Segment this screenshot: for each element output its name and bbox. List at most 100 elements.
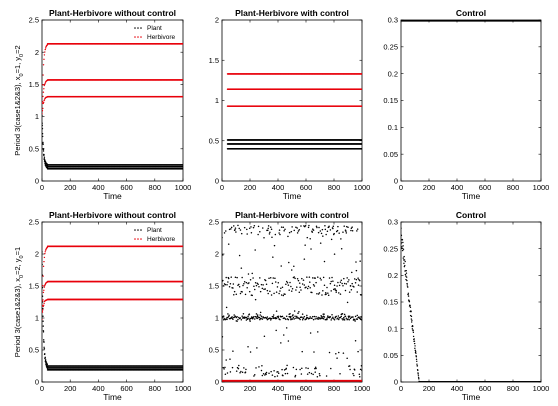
plant-point [43, 341, 45, 343]
herbivore-point [42, 107, 44, 110]
series-1-point [361, 139, 362, 141]
herbivore-point [44, 51, 46, 53]
series-2-point [223, 0, 224, 1]
series-1-point [226, 0, 227, 1]
series-2-point [222, 0, 223, 1]
plant-point [42, 325, 44, 327]
series-2-point [222, 0, 223, 1]
series-2-point [226, 0, 227, 1]
series-1-point [223, 0, 224, 1]
plant-point [42, 286, 44, 289]
x-tick-label: 200 [244, 183, 257, 192]
y-tick-label: 0 [394, 177, 398, 186]
series-1-point [222, 0, 223, 1]
plant-point [42, 307, 44, 310]
series-1-point [225, 0, 226, 1]
y-label-subscript: 0 [19, 255, 25, 258]
herbivore-point [182, 43, 183, 45]
series-1-point [225, 0, 226, 1]
series-1-point [222, 0, 223, 1]
herbivore-point [42, 64, 45, 66]
series-2-point [225, 0, 226, 1]
plant-point [42, 147, 44, 150]
chart-title: Plant-Herbivore without control [49, 8, 176, 18]
y-axis-label: Period 3(case1&2&3), x0=2, y0=1 [13, 247, 25, 357]
x-tick-label: 600 [120, 384, 133, 393]
x-tick-label: 200 [64, 384, 77, 393]
plant-point [42, 114, 43, 117]
series-1-point [226, 0, 227, 1]
series-2-point [221, 0, 222, 1]
herbivore-point [42, 83, 44, 86]
series-1-point [223, 0, 224, 1]
herbivore-point [43, 83, 46, 86]
plant-point [42, 141, 44, 144]
y-tick-label: 2 [35, 250, 39, 259]
x-tick-label: 400 [451, 183, 464, 192]
series-2-point [226, 0, 227, 1]
y-tick-label: 1 [35, 314, 39, 323]
series-2-point [223, 0, 224, 1]
series-1-point [224, 0, 225, 1]
series-1-point [222, 0, 223, 1]
series-1-point [225, 0, 226, 1]
plant-point [42, 143, 44, 146]
series-1-point [224, 0, 225, 1]
series-1-point [224, 0, 225, 1]
x-tick-label: 200 [423, 183, 436, 192]
plant-point [42, 133, 44, 135]
plant-point [44, 159, 46, 161]
herbivore-point [182, 95, 183, 98]
series-2-point [226, 0, 227, 1]
x-tick-label: 1000 [533, 183, 550, 192]
y-tick-label: 0.05 [383, 150, 398, 159]
y-tick-label: 2.5 [29, 218, 39, 227]
plant-point [42, 295, 44, 297]
series-1-point [223, 0, 224, 1]
x-tick-label: 1000 [175, 384, 192, 393]
herbivore-point [42, 74, 44, 76]
series-2-point [224, 0, 225, 1]
herbivore-point [42, 101, 44, 103]
x-axis-label: Time [462, 191, 481, 201]
series-1-point [226, 0, 227, 1]
plant-point [42, 127, 44, 130]
x-tick-label: 1000 [175, 183, 192, 192]
series-2-point [225, 0, 226, 1]
axes-frame [221, 19, 363, 182]
series-2-point [224, 0, 225, 1]
y-label-text: =2, y [13, 258, 22, 275]
herbivore-point [43, 54, 46, 56]
series-1-point [226, 0, 227, 1]
series-1-point [224, 0, 225, 1]
series-1-point [226, 0, 227, 1]
series-2-point [222, 0, 223, 1]
y-tick-label: 0.5 [29, 144, 39, 153]
legend-marker [137, 27, 139, 29]
y-tick-label: 1.5 [209, 56, 219, 65]
series-2-point [226, 0, 227, 1]
x-tick-label: 400 [92, 183, 105, 192]
y-label-text: =1, y [13, 57, 22, 74]
series-2-point [225, 0, 226, 1]
chart-title: Plant-Herbivore with control [235, 8, 349, 18]
series-2-point [225, 0, 226, 1]
x-tick-label: 200 [64, 183, 77, 192]
legend-marker [140, 27, 142, 29]
y-label-text: =2 [13, 45, 22, 54]
plant-point [44, 359, 47, 361]
series-1-point [221, 0, 222, 1]
series-1-point [225, 0, 226, 1]
series-1-point [224, 0, 225, 1]
series-2-point [224, 0, 225, 1]
x-tick-label: 600 [300, 183, 313, 192]
x-axis-label: Time [283, 191, 302, 201]
series-2-point [222, 0, 223, 1]
herbivore-point [43, 88, 45, 90]
series-1-point [223, 0, 224, 1]
y-tick-label: 2 [215, 16, 219, 25]
series-2-point [221, 0, 222, 1]
series-1-point [225, 0, 226, 1]
